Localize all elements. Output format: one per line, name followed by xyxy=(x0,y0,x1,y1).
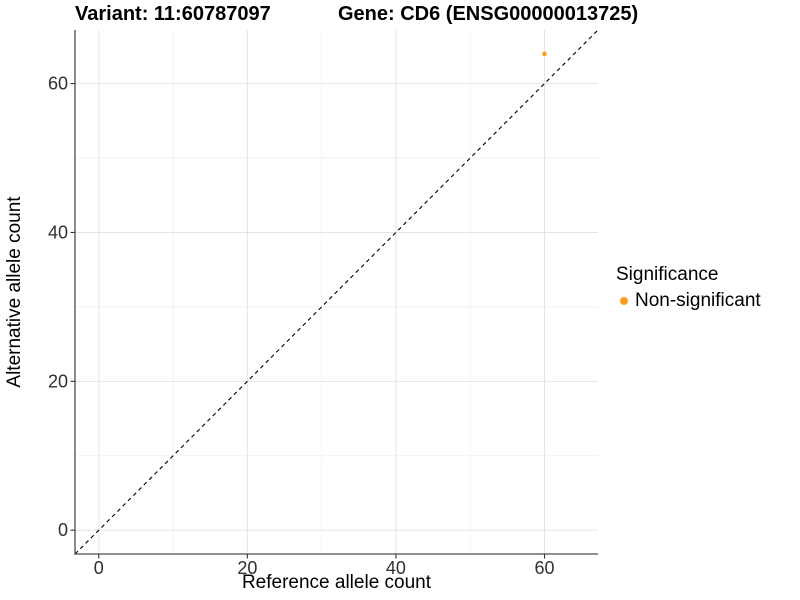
x-tick-label: 40 xyxy=(386,558,406,578)
identity-line xyxy=(74,29,599,555)
legend-title: Significance xyxy=(616,264,719,285)
legend-key-dot xyxy=(620,297,628,305)
legend: Significance Non-significant xyxy=(616,263,761,313)
legend-item-label: Non-significant xyxy=(635,290,761,311)
x-tick-label: 60 xyxy=(534,558,554,578)
x-tick-label: 0 xyxy=(94,558,104,578)
y-tick-label: 60 xyxy=(48,74,68,94)
y-axis-title: Alternative allele count xyxy=(4,196,25,388)
y-tick-label: 20 xyxy=(48,371,68,391)
x-tick-label: 20 xyxy=(237,558,257,578)
y-tick-label: 40 xyxy=(48,222,68,242)
plot-title-variant: Variant: 11:60787097 xyxy=(75,3,271,25)
data-point xyxy=(542,51,547,57)
y-tick-label: 0 xyxy=(58,520,68,540)
x-axis-title: Reference allele count xyxy=(241,572,432,593)
plot-title-gene: Gene: CD6 (ENSG00000013725) xyxy=(338,3,639,25)
legend-item: Non-significant xyxy=(620,289,761,313)
